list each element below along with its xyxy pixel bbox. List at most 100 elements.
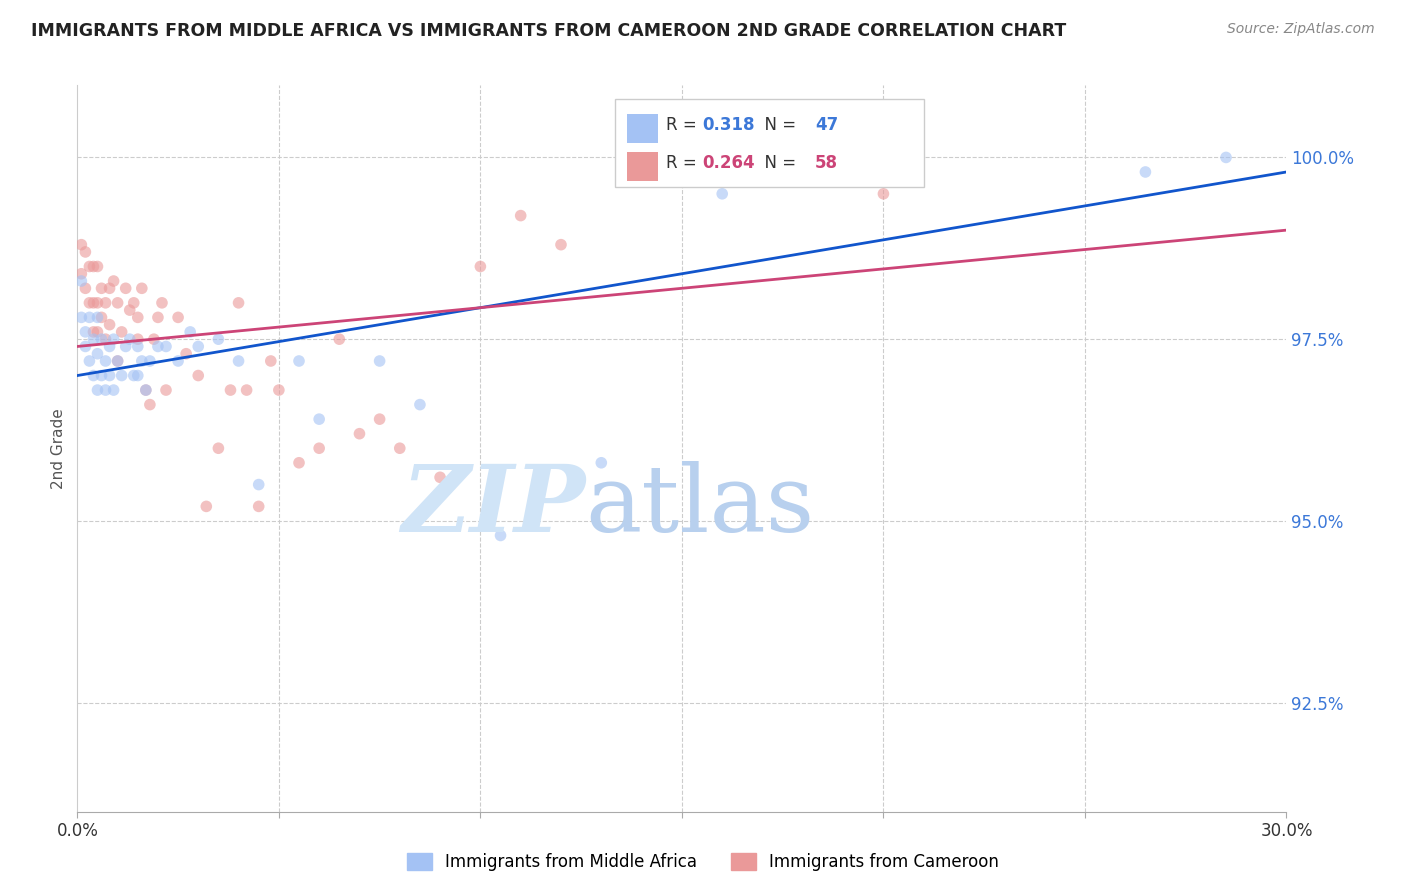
Text: 0.318: 0.318 [703,116,755,134]
Point [114,339,136,353]
Point [195,500,218,514]
Point [409,398,432,412]
Point [207,332,229,346]
Point [86,347,108,361]
Point [1215,151,1237,165]
Point [118,332,141,346]
Point [94,295,117,310]
Point [103,274,125,288]
Point [228,295,250,310]
Text: R =: R = [666,116,702,134]
Point [122,295,145,310]
Point [127,368,149,383]
Text: 58: 58 [815,153,838,171]
Point [489,528,512,542]
Point [235,383,257,397]
Point [107,354,129,368]
Point [146,339,169,353]
Point [98,318,121,332]
Point [131,354,153,368]
Point [70,267,93,281]
Point [155,339,177,353]
Point [388,442,411,456]
Point [82,260,104,274]
Bar [616,99,924,186]
Point [1135,165,1157,179]
Point [90,310,112,325]
Text: N =: N = [755,153,801,171]
Point [550,237,572,252]
Point [146,310,169,325]
Point [79,310,101,325]
Point [75,244,97,259]
Point [103,332,125,346]
Point [711,165,734,179]
Point [179,325,201,339]
Point [142,332,165,346]
Point [174,347,197,361]
Bar [627,153,658,181]
Point [308,412,330,426]
Point [122,368,145,383]
Point [114,281,136,295]
Point [82,325,104,339]
Point [187,339,209,353]
Point [90,281,112,295]
Point [86,260,108,274]
Point [103,383,125,397]
Point [135,383,157,397]
Point [139,398,162,412]
Point [98,281,121,295]
Point [75,339,97,353]
Point [288,456,311,470]
Point [86,295,108,310]
Point [127,310,149,325]
Point [155,383,177,397]
Point [79,295,101,310]
Point [267,383,290,397]
Point [86,383,108,397]
Text: R =: R = [666,153,702,171]
Point [75,325,97,339]
Point [82,368,104,383]
Point [167,354,190,368]
Point [167,310,190,325]
Point [470,260,492,274]
Point [260,354,283,368]
Text: N =: N = [755,116,801,134]
Text: atlas: atlas [585,461,814,551]
Point [111,368,134,383]
Point [98,339,121,353]
Point [630,151,652,165]
Point [150,295,173,310]
Point [328,332,350,346]
Point [135,383,157,397]
Point [111,325,134,339]
Point [79,354,101,368]
Point [207,442,229,456]
Text: 47: 47 [815,116,838,134]
Point [127,332,149,346]
Point [90,332,112,346]
Point [107,354,129,368]
Point [247,500,270,514]
Y-axis label: 2nd Grade: 2nd Grade [51,408,66,489]
Point [711,186,734,201]
Point [118,303,141,318]
Point [82,332,104,346]
Point [127,339,149,353]
Point [349,426,371,441]
Point [70,274,93,288]
Point [247,477,270,491]
Point [94,332,117,346]
Text: ZIP: ZIP [401,461,585,551]
Point [90,368,112,383]
Point [429,470,451,484]
Text: Source: ZipAtlas.com: Source: ZipAtlas.com [1227,22,1375,37]
Text: IMMIGRANTS FROM MIDDLE AFRICA VS IMMIGRANTS FROM CAMEROON 2ND GRADE CORRELATION : IMMIGRANTS FROM MIDDLE AFRICA VS IMMIGRA… [31,22,1066,40]
Point [368,354,391,368]
Point [107,295,129,310]
Point [368,412,391,426]
Point [70,237,93,252]
Point [228,354,250,368]
